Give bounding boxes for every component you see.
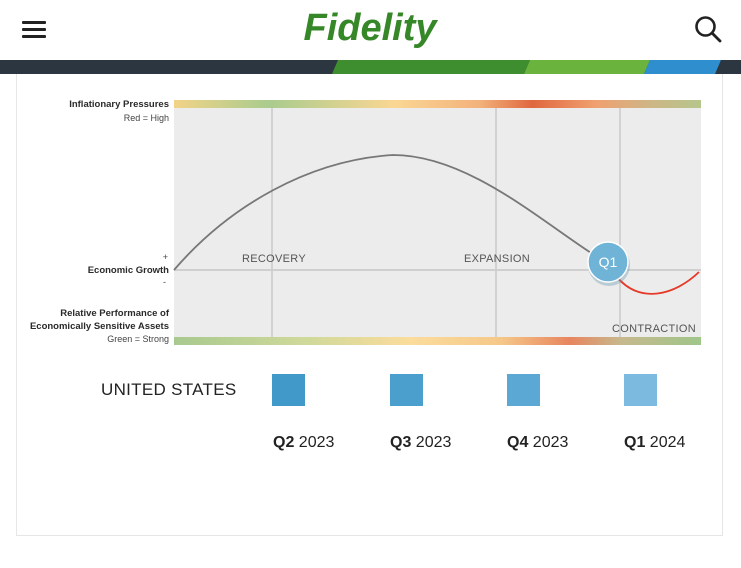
search-icon[interactable]: [693, 14, 723, 44]
quarter-swatch-q1-2024: [624, 374, 657, 406]
site-header: Fidelity: [0, 0, 741, 60]
growth-minus: -: [163, 277, 166, 287]
quarter-swatch-q3-2023: [390, 374, 423, 406]
current-quarter-marker[interactable]: Q1: [587, 241, 630, 286]
quarter-label-2: Q3 2023: [390, 434, 451, 452]
cycle-curve: [173, 154, 603, 271]
brand-text: Fidelity: [303, 7, 438, 49]
inflation-legend: Red = High: [124, 113, 169, 123]
performance-legend: Green = Strong: [107, 334, 169, 344]
quarter-label-4: Q1 2024: [624, 434, 685, 452]
performance-title-1: Relative Performance of: [60, 308, 170, 319]
performance-title-2: Economically Sensitive Assets: [30, 321, 169, 332]
hamburger-menu-icon[interactable]: [20, 17, 48, 41]
quarter-year: 2023: [532, 434, 569, 451]
performance-band: [174, 337, 701, 345]
quarter-code: Q2: [273, 434, 295, 451]
quarter-year: 2023: [415, 434, 452, 451]
marker-label: Q1: [599, 254, 618, 270]
quarter-year: 2024: [649, 434, 686, 451]
contraction-curve: [615, 271, 700, 295]
quarter-code: Q4: [507, 434, 529, 451]
quarter-code: Q1: [624, 434, 646, 451]
plot-area: [174, 108, 701, 337]
phase-label-expansion: EXPANSION: [464, 253, 530, 265]
phase-label-recovery: RECOVERY: [242, 253, 306, 265]
quarter-year: 2023: [298, 434, 335, 451]
quarter-code: Q3: [390, 434, 412, 451]
quarter-swatch-q4-2023: [507, 374, 540, 406]
inflation-title: Inflationary Pressures: [69, 99, 169, 110]
quarter-label-3: Q4 2023: [507, 434, 568, 452]
growth-plus: +: [163, 252, 168, 262]
country-label: UNITED STATES: [101, 380, 237, 399]
growth-title: Economic Growth: [88, 265, 169, 276]
business-cycle-chart: RECOVERY EXPANSION CONTRACTION Inflation…: [30, 99, 701, 345]
quarter-label-1: Q2 2023: [273, 434, 334, 452]
fidelity-logo[interactable]: Fidelity: [288, 4, 452, 54]
inflation-band: [174, 100, 701, 108]
header-color-stripe: [0, 60, 741, 74]
phase-label-contraction: CONTRACTION: [612, 323, 696, 335]
quarter-swatch-q2-2023: [272, 374, 305, 406]
